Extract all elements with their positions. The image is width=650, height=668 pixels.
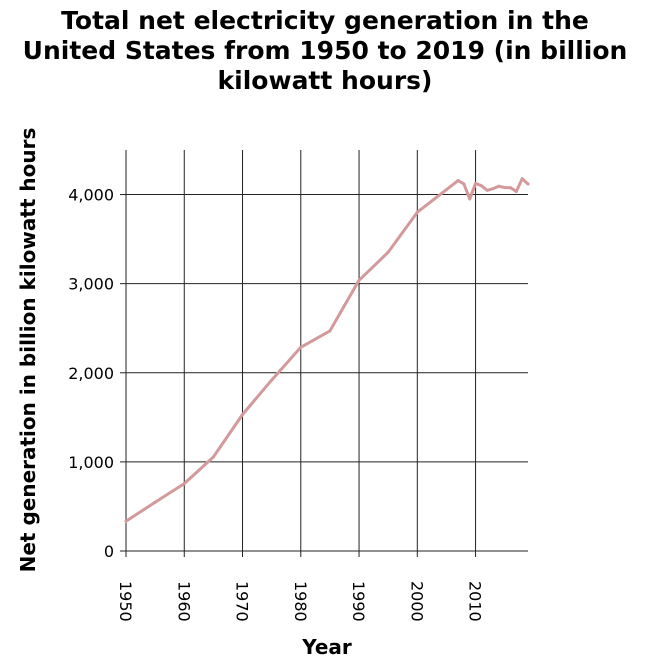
data-point (270, 378, 274, 382)
y-axis-label: Net generation in billion kilowatt hours (16, 128, 40, 573)
data-point (124, 519, 128, 523)
y-tick-label: 1,000 (68, 453, 114, 472)
x-axis-label: Year (301, 635, 352, 659)
data-point (444, 188, 448, 192)
chart-title-line: United States from 1950 to 2019 (in bill… (22, 36, 628, 65)
data-point (485, 188, 489, 192)
data-point (479, 184, 483, 188)
data-point (357, 278, 361, 282)
data-point (474, 181, 478, 185)
data-point (153, 500, 157, 504)
series-line (124, 177, 530, 523)
chart-title-line: Total net electricity generation in the (61, 6, 589, 35)
y-tick-label: 3,000 (68, 275, 114, 294)
x-tick-label: 2010 (466, 581, 485, 622)
data-point (526, 182, 530, 186)
data-point (299, 345, 303, 349)
data-point (491, 187, 495, 191)
x-tick-label: 1980 (291, 581, 310, 622)
x-tick-label: 1950 (116, 581, 135, 622)
x-tick-label: 1970 (233, 581, 252, 622)
data-point (462, 182, 466, 186)
data-point (328, 329, 332, 333)
data-point (509, 186, 513, 190)
chart-title: Total net electricity generation in the … (0, 6, 650, 96)
y-tick-label: 2,000 (68, 364, 114, 383)
chart-title-line: kilowatt hours) (217, 66, 433, 95)
data-point (182, 482, 186, 486)
y-tick-label: 0 (104, 542, 114, 561)
data-point (386, 250, 390, 254)
data-point (468, 197, 472, 201)
data-point (211, 455, 215, 459)
x-tick-label: 2000 (407, 581, 426, 622)
series-layer (124, 177, 530, 523)
axes (120, 194, 528, 557)
data-point (520, 177, 524, 181)
data-point (514, 190, 518, 194)
data-point (497, 184, 501, 188)
data-point (456, 179, 460, 183)
x-tick-label: 1990 (349, 581, 368, 622)
data-point (503, 186, 507, 190)
data-point (241, 412, 245, 416)
data-point (415, 210, 419, 214)
grid (125, 150, 528, 551)
y-tick-label: 4,000 (68, 186, 114, 205)
tick-labels: 0 1,000 2,000 3,000 4,000 1950 1960 1970 1980 199… (68, 186, 484, 622)
x-tick-label: 1960 (174, 581, 193, 622)
